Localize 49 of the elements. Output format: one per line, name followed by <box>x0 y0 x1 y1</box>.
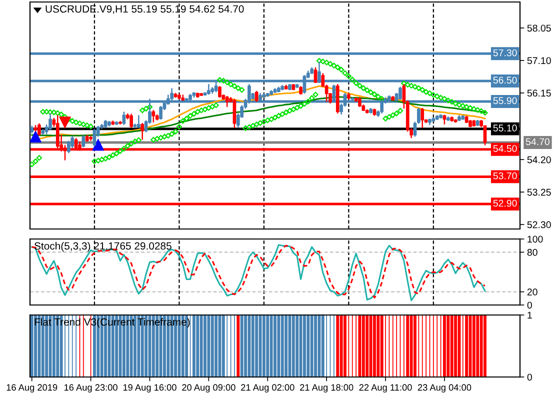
candlestick <box>358 96 362 108</box>
point <box>30 130 42 142</box>
candlestick <box>207 83 210 96</box>
y-tick-label: 1 <box>528 312 532 319</box>
point <box>59 116 71 128</box>
candlestick <box>137 114 140 128</box>
candlestick <box>152 109 156 123</box>
y-tick-label: 58.05 <box>527 24 551 32</box>
y-tick-label: 54.20 <box>527 156 551 164</box>
y-tick-label: 100 <box>528 236 543 243</box>
ref-line-label: 56.50 <box>493 76 517 84</box>
x-tick-label: 22 Aug 11:00 <box>359 384 412 392</box>
x-tick-label: 20 Aug 09:00 <box>182 384 236 392</box>
candlestick <box>420 107 424 128</box>
chart-title: Stoch(5,3,3) 21.1765 29.0285 <box>34 242 172 252</box>
candlestick <box>218 85 222 98</box>
x-tick-label: 21 Aug 18:00 <box>300 384 354 392</box>
y-tick-label: 80 <box>527 248 538 256</box>
chart-title: USCRUDE.V9,H1 55.19 55.19 54.62 54.70 <box>46 5 244 14</box>
x-tick-label: 19 Aug 16:00 <box>123 384 176 392</box>
ref-line-label: 52.90 <box>493 200 517 207</box>
y-tick-label: 20 <box>527 288 538 296</box>
y-tick-label: 52.30 <box>527 221 551 228</box>
candlestick <box>130 113 133 128</box>
x-tick-label: 23 Aug 04:00 <box>418 384 472 392</box>
y-tick-label: 0 <box>527 302 532 309</box>
candlestick <box>159 105 162 120</box>
ref-line-label: 54.50 <box>493 145 517 152</box>
ref-line-label: 57.30 <box>493 49 517 56</box>
x-tick-label: 16 Aug 23:00 <box>64 384 118 392</box>
candlestick <box>232 98 236 128</box>
y-tick-label: 53.25 <box>527 188 551 196</box>
ref-line-label: 55.10 <box>493 124 517 132</box>
ref-line-label: 54.70 <box>526 138 550 146</box>
candlestick <box>70 135 74 149</box>
x-tick-label: 21 Aug 02:00 <box>241 384 294 392</box>
candlestick <box>254 90 258 102</box>
candlestick <box>38 122 41 136</box>
candlestick <box>122 111 126 126</box>
x-tick-label: 16 Aug 2019 <box>6 384 58 392</box>
y-tick-label: 56.15 <box>527 90 551 97</box>
candlestick <box>140 122 144 140</box>
y-tick-label: 57.10 <box>527 57 551 64</box>
y-tick-label: 0 <box>527 374 532 381</box>
ref-line-label: 55.90 <box>493 97 517 104</box>
candlestick <box>314 66 318 84</box>
candlestick <box>225 95 229 108</box>
point <box>92 139 104 151</box>
ref-line-label: 53.70 <box>493 172 517 180</box>
